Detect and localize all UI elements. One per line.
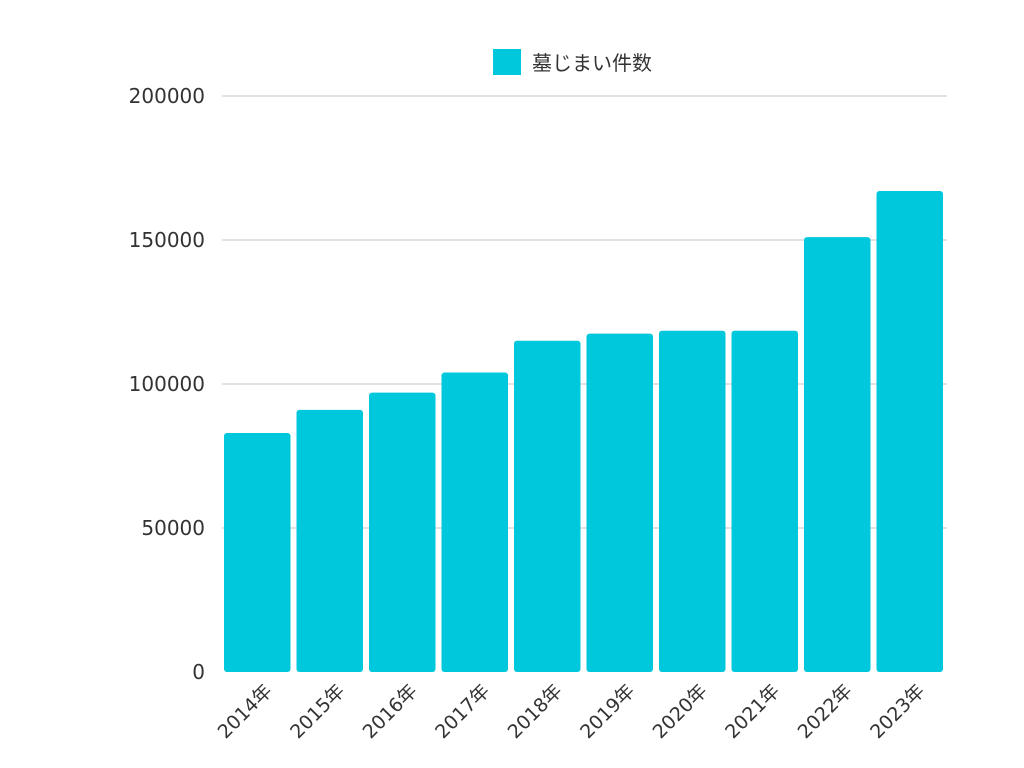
y-tick-label: 200000 [129, 84, 205, 108]
bar-7 [659, 330, 726, 672]
legend-swatch [493, 49, 521, 75]
x-tick-label: 2020年 [649, 680, 712, 743]
y-axis-ticks: 0 50000 100000 150000 200000 [129, 84, 205, 684]
y-tick-label: 150000 [129, 228, 205, 252]
bar-10 [876, 191, 943, 673]
x-tick-label: 2022年 [794, 680, 857, 743]
bar-1 [224, 432, 291, 672]
x-tick-label: 2018年 [504, 680, 567, 743]
y-tick-label: 50000 [141, 516, 205, 540]
x-tick-label: 2015年 [286, 680, 349, 743]
bar-9 [804, 237, 871, 672]
legend-label: 墓じまい件数 [532, 51, 652, 75]
bar-6 [586, 333, 653, 672]
x-tick-label: 2023年 [866, 680, 929, 743]
legend: 墓じまい件数 [493, 49, 652, 75]
bar-8 [731, 330, 798, 672]
bars [224, 191, 943, 673]
x-tick-label: 2016年 [359, 680, 422, 743]
bar-4 [441, 372, 508, 672]
x-tick-label: 2014年 [214, 680, 277, 743]
x-tick-label: 2019年 [576, 680, 639, 743]
x-tick-label: 2017年 [431, 680, 494, 743]
y-tick-label: 100000 [129, 372, 205, 396]
y-tick-label: 0 [192, 660, 205, 684]
bar-5 [514, 340, 581, 672]
bar-2 [296, 409, 363, 672]
x-axis-ticks: 2014年 2015年 2016年 2017年 2018年 2019年 2020年 2021年… [214, 680, 930, 743]
bar-3 [369, 392, 436, 672]
x-tick-label: 2021年 [721, 680, 784, 743]
